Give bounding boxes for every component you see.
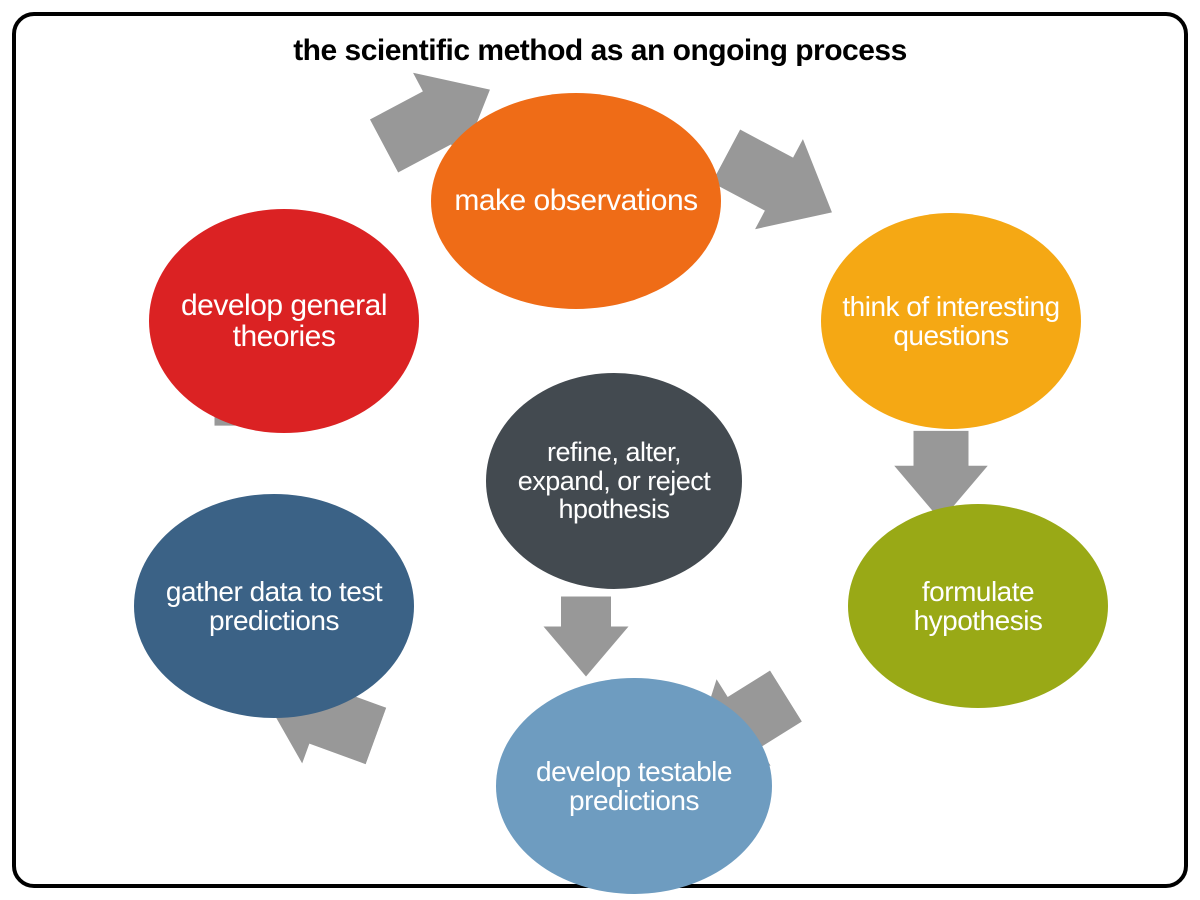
node-gather: gather data to test predictions xyxy=(134,494,414,718)
node-predict: develop testable predictions xyxy=(496,678,772,894)
arrow-observe-to-questions xyxy=(702,111,856,257)
diagram-title: the scientific method as an ongoing proc… xyxy=(16,34,1184,68)
node-observe: make observations xyxy=(431,93,721,309)
node-label: develop testable predictions xyxy=(496,757,772,816)
node-label: refine, alter, expand, or reject hpothes… xyxy=(486,438,742,523)
node-label: make observations xyxy=(440,185,711,217)
node-hypothesis: formulate hypothesis xyxy=(848,504,1108,708)
node-refine: refine, alter, expand, or reject hpothes… xyxy=(486,373,742,589)
diagram-frame: the scientific method as an ongoing proc… xyxy=(12,12,1188,888)
arrow-refine-to-predict xyxy=(544,596,629,676)
node-label: develop general theories xyxy=(149,290,419,353)
node-questions: think of interesting questions xyxy=(821,213,1081,429)
node-label: formulate hypothesis xyxy=(848,577,1108,636)
node-theories: develop general theories xyxy=(149,209,419,433)
node-label: think of interesting questions xyxy=(821,292,1081,351)
node-label: gather data to test predictions xyxy=(134,577,414,636)
